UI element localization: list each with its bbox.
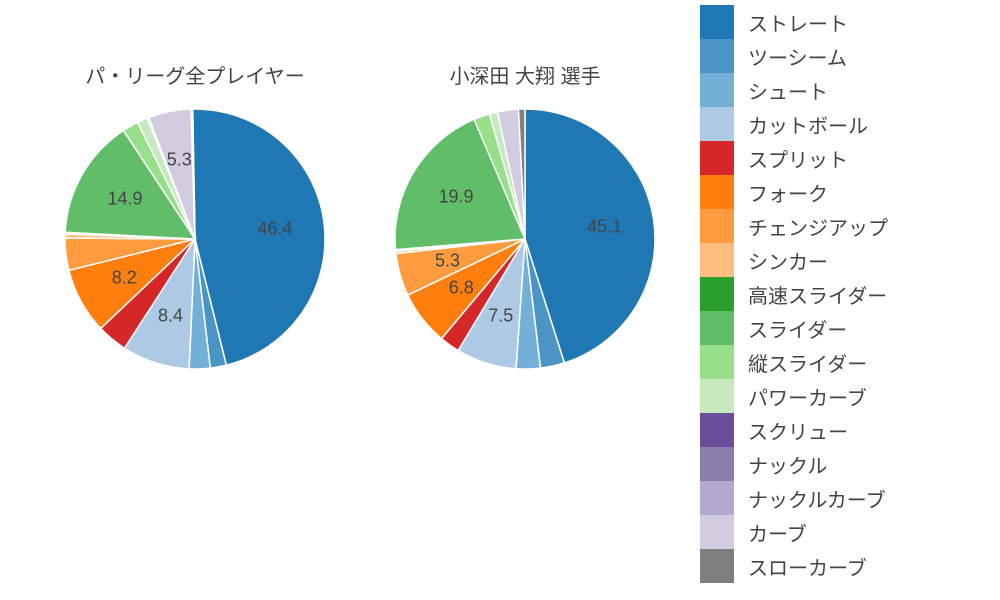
legend-swatch (700, 379, 734, 413)
legend-item: パワーカーブ (700, 379, 990, 413)
legend-label: シンカー (748, 246, 828, 275)
slice-label: 5.3 (435, 251, 460, 272)
legend-swatch (700, 277, 734, 311)
pie-svg (65, 109, 325, 369)
slice-label: 46.4 (257, 218, 292, 239)
legend-swatch (700, 515, 734, 549)
legend-item: フォーク (700, 175, 990, 209)
legend-item: スライダー (700, 311, 990, 345)
legend-item: ナックル (700, 447, 990, 481)
legend-item: スプリット (700, 141, 990, 175)
legend-label: 縦スライダー (748, 348, 867, 377)
pie-chart-player: 小深田 大翔 選手 45.1 7.5 6.8 5.3 19.9 (370, 60, 680, 369)
legend-swatch (700, 107, 734, 141)
legend-swatch (700, 73, 734, 107)
legend-label: ストレート (748, 8, 848, 37)
legend-item: ツーシーム (700, 39, 990, 73)
chart-title: パ・リーグ全プレイヤー (40, 60, 350, 89)
legend-label: ツーシーム (748, 42, 847, 71)
slice-label: 5.3 (167, 149, 192, 170)
legend-item: スクリュー (700, 413, 990, 447)
legend-item: ナックルカーブ (700, 481, 990, 515)
chart-container: パ・リーグ全プレイヤー 46.4 8.4 8.2 14.9 5.3 小深田 大翔 選手 … (0, 0, 1000, 600)
legend-item: スローカーブ (700, 549, 990, 583)
pie-svg (395, 109, 655, 369)
legend-swatch (700, 5, 734, 39)
legend-swatch (700, 243, 734, 277)
slice-label: 7.5 (488, 305, 513, 326)
slice-label: 8.4 (158, 305, 183, 326)
legend-label: チェンジアップ (748, 212, 888, 241)
legend-item: 高速スライダー (700, 277, 990, 311)
legend-label: 高速スライダー (748, 280, 887, 309)
legend-item: 縦スライダー (700, 345, 990, 379)
legend-label: スローカーブ (748, 552, 867, 581)
pie-chart-league: パ・リーグ全プレイヤー 46.4 8.4 8.2 14.9 5.3 (40, 60, 350, 369)
charts-area: パ・リーグ全プレイヤー 46.4 8.4 8.2 14.9 5.3 小深田 大翔 選手 … (0, 0, 690, 600)
legend-swatch (700, 447, 734, 481)
legend-label: ナックル (748, 450, 827, 479)
legend-label: シュート (748, 76, 828, 105)
slice-label: 14.9 (108, 188, 143, 209)
legend-item: カーブ (700, 515, 990, 549)
slice-label: 6.8 (449, 278, 474, 299)
legend-swatch (700, 345, 734, 379)
legend-label: パワーカーブ (748, 382, 867, 411)
legend-swatch (700, 175, 734, 209)
legend-swatch (700, 481, 734, 515)
pie-wrap: 46.4 8.4 8.2 14.9 5.3 (65, 109, 325, 369)
legend-label: スプリット (748, 144, 848, 173)
legend: ストレートツーシームシュートカットボールスプリットフォークチェンジアップシンカー… (700, 5, 990, 583)
slice-label: 19.9 (438, 187, 473, 208)
legend-item: カットボール (700, 107, 990, 141)
chart-title: 小深田 大翔 選手 (370, 60, 680, 89)
legend-swatch (700, 549, 734, 583)
pie-wrap: 45.1 7.5 6.8 5.3 19.9 (395, 109, 655, 369)
legend-swatch (700, 39, 734, 73)
legend-item: シンカー (700, 243, 990, 277)
legend-item: シュート (700, 73, 990, 107)
legend-swatch (700, 209, 734, 243)
slice-label: 8.2 (112, 267, 137, 288)
legend-label: スライダー (748, 314, 847, 343)
legend-label: スクリュー (748, 416, 848, 445)
legend-swatch (700, 413, 734, 447)
legend-label: カットボール (748, 110, 868, 139)
legend-swatch (700, 311, 734, 345)
slice-label: 45.1 (587, 216, 622, 237)
legend-label: フォーク (748, 178, 828, 207)
legend-label: カーブ (748, 518, 807, 547)
legend-item: チェンジアップ (700, 209, 990, 243)
legend-swatch (700, 141, 734, 175)
legend-label: ナックルカーブ (748, 484, 886, 513)
legend-item: ストレート (700, 5, 990, 39)
